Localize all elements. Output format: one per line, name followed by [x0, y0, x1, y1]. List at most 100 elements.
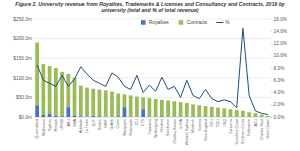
- bar: [85, 88, 89, 117]
- x-tick-label: Wollongong: [154, 119, 158, 138]
- x-tick-label: Curtin: [116, 119, 120, 129]
- bar: [54, 68, 58, 116]
- x-tick-label: Charles Sturt: [260, 119, 264, 140]
- bar: [66, 74, 70, 107]
- y2-tick: [271, 43, 273, 44]
- bar: [141, 97, 145, 109]
- bar: [35, 43, 39, 106]
- bar: [204, 106, 208, 117]
- bar: [141, 109, 145, 117]
- x-tick-label: ANU: [67, 119, 71, 127]
- x-tick-label: UTS: [141, 118, 145, 126]
- y2-tick-label: 12.0%: [274, 41, 288, 46]
- x-tick-label: Victoria: [198, 119, 202, 131]
- x-tick-label: Charles Darwin: [173, 119, 177, 144]
- y2-tick-label: 14.0%: [274, 29, 288, 34]
- y-tick-label: $100.0m: [13, 76, 32, 81]
- bar: [260, 115, 264, 117]
- bar: [166, 101, 170, 117]
- bar: [266, 117, 270, 118]
- plot-marks: [35, 28, 270, 117]
- bar: [247, 112, 251, 117]
- bar: [110, 92, 114, 117]
- y2-tick-label: 16.0%: [274, 17, 288, 22]
- bar: [54, 116, 58, 117]
- x-tick-label: Queensland: [35, 119, 39, 138]
- x-tick-label: Murdoch: [191, 119, 195, 133]
- bar: [35, 105, 39, 117]
- bar: [210, 107, 214, 117]
- y2-tick: [271, 31, 273, 32]
- bar: [197, 105, 201, 116]
- x-tick-label: Newcastle: [129, 119, 133, 136]
- legend-label: %: [225, 20, 230, 25]
- bar: [222, 108, 226, 117]
- bar: [104, 90, 108, 116]
- x-tick-label: Melbourne: [42, 119, 46, 136]
- y2-tick-label: 10.0%: [274, 53, 288, 58]
- x-tick-label: USQ: [223, 119, 227, 127]
- bar: [98, 90, 102, 117]
- legend-swatch: [141, 20, 146, 25]
- bar: [123, 94, 127, 107]
- bar: [191, 104, 195, 116]
- x-tick-label: UWA: [73, 118, 77, 127]
- legend-swatch: [179, 20, 184, 25]
- bar: [66, 107, 70, 117]
- bar: [172, 101, 176, 116]
- x-tick-label: RMIT: [104, 118, 108, 128]
- y2-tick-label: 2.0%: [274, 102, 286, 107]
- bar: [129, 95, 133, 116]
- x-tick-label: ECU: [210, 119, 214, 127]
- y2-tick: [271, 55, 273, 56]
- bar: [116, 93, 120, 116]
- x-tick-label: Adelaide: [79, 119, 83, 133]
- y2-tick: [271, 104, 273, 105]
- x-tick-label: Southern Cross: [241, 119, 245, 144]
- y-tick-label: $150.0m: [13, 56, 32, 61]
- bar: [135, 97, 139, 117]
- grid-line: [34, 38, 271, 39]
- bar: [185, 103, 189, 117]
- x-tick-label: JCU: [135, 119, 139, 126]
- x-tick-label: Monash: [54, 119, 58, 132]
- y2-tick: [271, 19, 273, 20]
- y-tick-label: $50.0m: [16, 95, 32, 100]
- x-tick-label: QUT: [92, 118, 96, 126]
- x-tick-label: Macquarie: [123, 119, 127, 136]
- bar: [216, 108, 220, 117]
- x-tick-label: Griffith: [110, 119, 114, 130]
- y2-tick-label: 0.0%: [274, 115, 286, 120]
- x-tick-label: Notre Dame: [266, 119, 270, 138]
- line: [37, 28, 268, 114]
- y2-tick: [271, 68, 273, 69]
- y2-tick-label: 8.0%: [274, 66, 286, 71]
- bar: [229, 109, 233, 117]
- y-tick-label: $200.0m: [13, 36, 32, 41]
- bar: [235, 110, 239, 117]
- bar: [241, 111, 245, 117]
- x-tick-label: Tasmania: [148, 119, 152, 134]
- title-line: university (total and % of total revenue…: [101, 7, 198, 13]
- bar: [41, 64, 45, 115]
- bar: [91, 89, 95, 116]
- y2-tick-label: 6.0%: [274, 78, 286, 83]
- bar: [254, 113, 258, 117]
- y2-tick-label: 4.0%: [274, 90, 286, 95]
- x-tick-label: Canberra: [229, 119, 233, 134]
- title: Figure 2. University revenue from Royalt…: [15, 1, 286, 13]
- x-tick-label: Flinders: [160, 119, 164, 132]
- legend-swatch: [216, 22, 223, 23]
- x-tick-label: Federation: [247, 119, 251, 136]
- chart: Figure 2. University revenue from Royalt…: [0, 0, 300, 151]
- x-tick-label: Deakin: [98, 119, 102, 130]
- bar: [48, 114, 52, 117]
- x-tick-label: Sunshine Coast: [235, 119, 239, 144]
- bar: [148, 98, 152, 116]
- bar: [179, 102, 183, 117]
- legend-label: Royalties: [149, 20, 169, 25]
- bar: [91, 116, 95, 117]
- y-tick-label: $0.0m: [19, 115, 32, 120]
- grid-line: [34, 58, 271, 59]
- bar: [73, 78, 77, 116]
